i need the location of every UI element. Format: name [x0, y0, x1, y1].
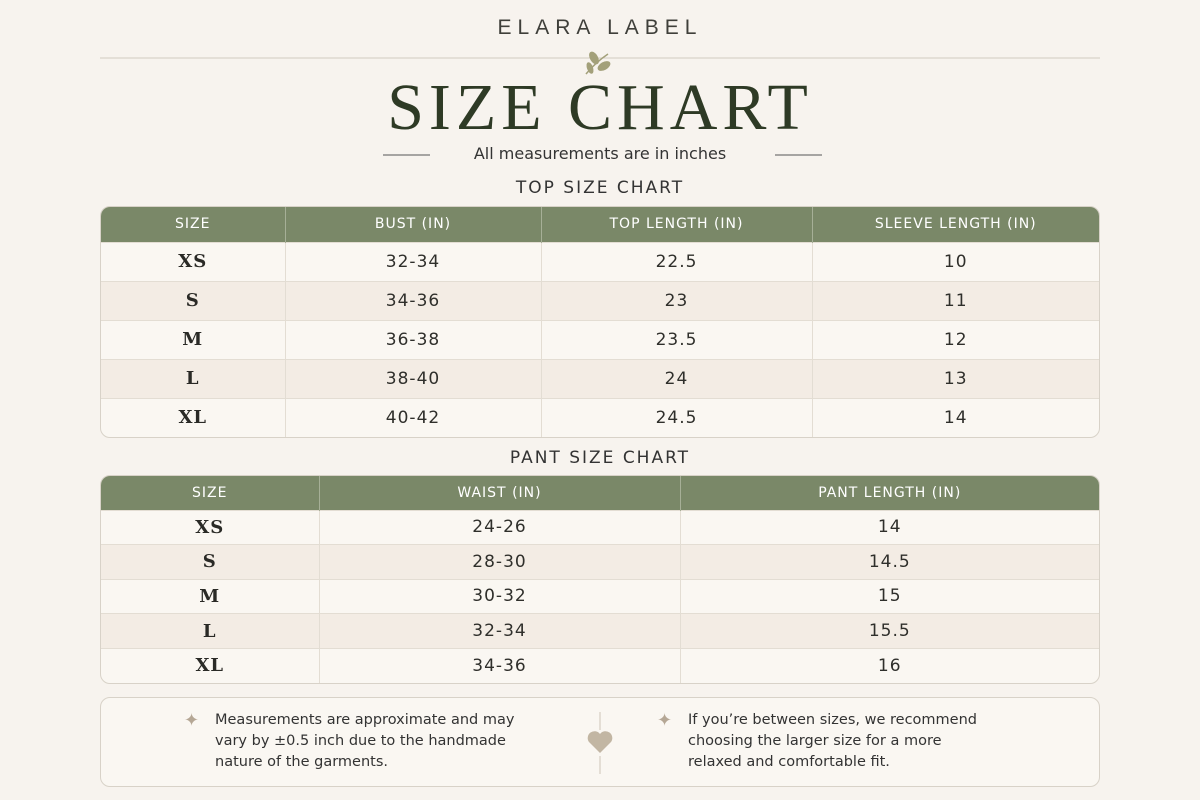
top-table: SIZE BUST (IN) TOP LENGTH (IN) SLEEVE LENGT…	[101, 207, 1099, 437]
row: S 34-36 23 11	[101, 280, 1099, 320]
size-cell: XS	[101, 509, 320, 545]
cell: 40-42	[285, 397, 542, 437]
cell: 24.5	[541, 397, 813, 437]
cell: 32-34	[285, 241, 542, 281]
cell: 13	[812, 358, 1099, 398]
section-title: TOP SIZE CHART	[515, 178, 685, 198]
size-cell: XL	[101, 397, 286, 437]
cell: 14.5	[680, 544, 1099, 580]
cell: 11	[812, 280, 1099, 320]
cell: 24-26	[319, 509, 681, 545]
column-header: TOP LENGTH (IN)	[541, 207, 813, 242]
divider-heart	[587, 712, 613, 774]
size-cell: M	[101, 319, 286, 359]
cell: 14	[812, 397, 1099, 437]
cell: 24	[541, 358, 813, 398]
size-cell: XS	[101, 241, 286, 281]
icon: ✦	[184, 710, 200, 731]
cell: 34-36	[319, 647, 681, 683]
title: SIZE CHART	[387, 71, 813, 144]
header-row: SIZE BUST (IN) TOP LENGTH (IN) SLEEVE LENGT…	[101, 207, 1099, 242]
cell: 14	[680, 509, 1099, 545]
row: XS 24-26 14	[101, 509, 1099, 545]
size-cell: L	[101, 358, 286, 398]
decor	[100, 51, 1100, 156]
brand: ELARA LABEL	[497, 16, 703, 39]
icon: ✦	[657, 710, 673, 731]
row: M 36-38 23.5 12	[101, 319, 1099, 359]
cell: 28-30	[319, 544, 681, 580]
cell: 34-36	[285, 280, 542, 320]
cell: 23.5	[541, 319, 813, 359]
cell: 12	[812, 319, 1099, 359]
section-title: PANT SIZE CHART	[509, 448, 691, 468]
row: S 28-30 14.5	[101, 544, 1099, 580]
subtitle: All measurements are in inches	[473, 144, 727, 163]
size-cell: M	[101, 578, 320, 614]
column-header: WAIST (IN)	[319, 476, 681, 510]
cell: 38-40	[285, 358, 542, 398]
row: M 30-32 15	[101, 578, 1099, 614]
row: L 38-40 24 13	[101, 358, 1099, 398]
pant-table: SIZE WAIST (IN) PANT LENGTH (IN) XS 24-26 14 S…	[101, 476, 1099, 683]
size-cell: L	[101, 613, 320, 649]
column-header: SIZE	[101, 476, 320, 510]
table: SIZE BUST (IN) TOP LENGTH (IN) SLEEVE LENGT…	[100, 206, 1100, 438]
cell: 23	[541, 280, 813, 320]
cell: 16	[680, 647, 1099, 683]
size-cell: S	[101, 544, 320, 580]
note: If you’re between sizes, we recommend ch…	[688, 712, 977, 770]
header-row: SIZE WAIST (IN) PANT LENGTH (IN)	[101, 476, 1099, 510]
cell: 32-34	[319, 613, 681, 649]
column-header: SLEEVE LENGTH (IN)	[812, 207, 1099, 242]
table: SIZE WAIST (IN) PANT LENGTH (IN) XS 24-26 14 S…	[100, 475, 1100, 684]
column-header: SIZE	[101, 207, 286, 242]
cell: 15	[680, 578, 1099, 614]
size-cell: XL	[101, 647, 320, 683]
row: XS 32-34 22.5 10	[101, 241, 1099, 281]
cell: 10	[812, 241, 1099, 281]
cell: 22.5	[541, 241, 813, 281]
row: XL 40-42 24.5 14	[101, 397, 1099, 437]
note: Measurements are approximate and may var…	[215, 712, 515, 770]
notes-box: ✦ Measurements are approximate and may v…	[100, 697, 1100, 787]
cell: 15.5	[680, 613, 1099, 649]
cell: 30-32	[319, 578, 681, 614]
column-header: PANT LENGTH (IN)	[680, 476, 1099, 510]
row: XL 34-36 16	[101, 647, 1099, 683]
row: L 32-34 15.5	[101, 613, 1099, 649]
cell: 36-38	[285, 319, 542, 359]
column-header: BUST (IN)	[285, 207, 542, 242]
size-cell: S	[101, 280, 286, 320]
